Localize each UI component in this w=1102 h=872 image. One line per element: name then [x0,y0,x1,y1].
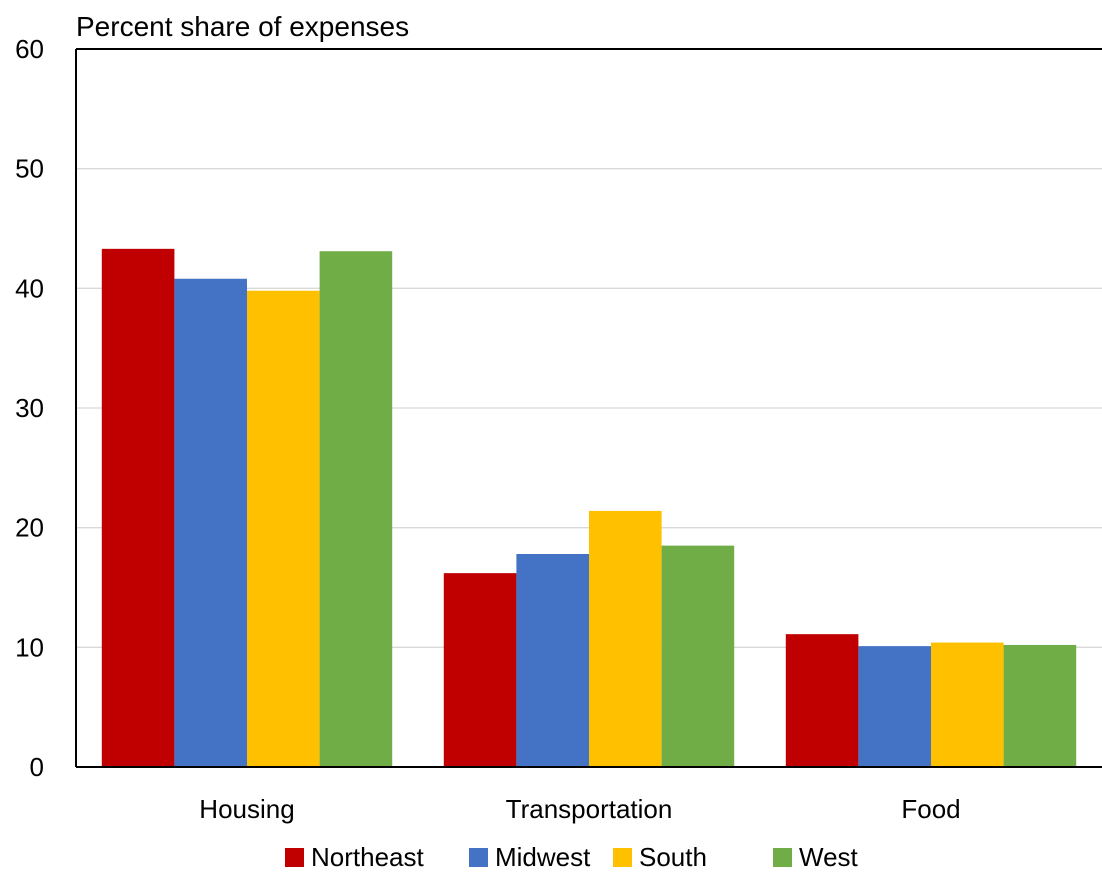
bar-west-housing [319,251,393,767]
bar-northeast-food [785,634,859,767]
legend-item-west: West [773,842,859,872]
bars [101,248,1077,768]
bar-west-transportation [661,545,735,767]
y-tick-label: 0 [30,752,44,782]
legend-swatch [613,848,632,867]
bar-midwest-housing [174,278,247,767]
bar-south-housing [247,290,320,767]
legend-label: Midwest [495,842,591,872]
x-tick-label: Housing [199,794,294,824]
legend-swatch [469,848,488,867]
y-tick-label: 60 [15,34,44,64]
y-tick-label: 10 [15,632,44,662]
bar-northeast-housing [101,248,175,768]
legend-label: South [639,842,707,872]
legend-swatch [285,848,304,867]
bar-midwest-transportation [516,553,589,767]
y-tick-label: 30 [15,393,44,423]
x-tick-labels: Housing Transportation Food [199,794,960,824]
legend-item-south: South [613,842,707,872]
y-tick-label: 40 [15,273,44,303]
y-axis-label: Percent share of expenses [76,11,409,42]
x-tick-label: Food [901,794,960,824]
y-tick-label: 20 [15,513,44,543]
legend-swatch [773,848,792,867]
bar-midwest-food [858,646,931,767]
legend-label: West [799,842,859,872]
x-tick-label: Transportation [506,794,673,824]
legend-item-midwest: Midwest [469,842,591,872]
bar-northeast-transportation [443,573,517,767]
axes [75,48,1102,768]
y-tick-label: 50 [15,154,44,184]
legend: Northeast Midwest South West [285,842,859,872]
y-tick-labels: 0 10 20 30 40 50 60 [15,34,44,782]
bar-south-food [931,642,1004,767]
bar-south-transportation [589,510,662,767]
legend-label: Northeast [311,842,424,872]
bar-west-food [1003,644,1077,767]
legend-item-northeast: Northeast [285,842,424,872]
